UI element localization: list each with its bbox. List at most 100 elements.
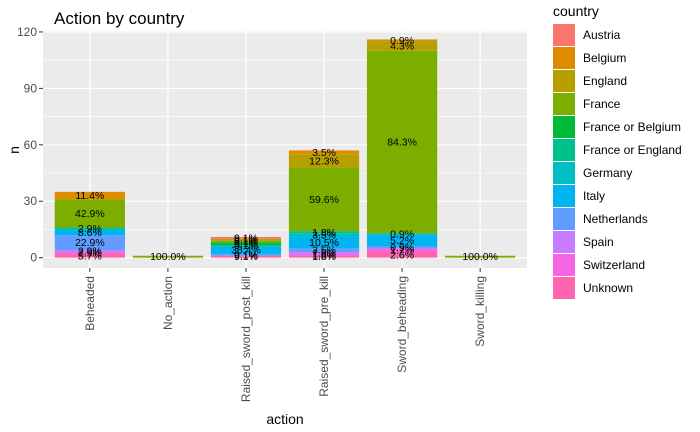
percent-label: 9.1% (234, 234, 258, 246)
percent-label: 3.5% (312, 147, 336, 159)
legend-swatch (553, 139, 575, 161)
percent-label: 0.9% (390, 35, 414, 47)
legend-label: Switzerland (583, 258, 645, 272)
bar-segment (366, 233, 438, 236)
legend-label: Italy (583, 189, 605, 203)
bar-segment (288, 233, 360, 237)
legend-label: England (583, 74, 627, 88)
percent-label: 9.1% (234, 238, 258, 250)
legend-label: Belgium (583, 51, 626, 65)
x-axis-title: action (266, 411, 303, 427)
bar-segment (54, 250, 125, 253)
legend-swatch (553, 70, 575, 92)
bar-segment (366, 248, 438, 253)
legend: Austria Belgium England France France or Bel… (553, 24, 682, 299)
x-tick-label: Sword_killing (473, 276, 487, 347)
bar-segment (288, 150, 360, 155)
percent-label: 2.6% (390, 249, 414, 261)
bar-segment (366, 246, 438, 249)
legend-label: Germany (583, 166, 632, 180)
bar-segment (366, 235, 438, 247)
y-tick-label: 60 (24, 138, 38, 152)
percent-label: 84.3% (387, 136, 417, 148)
percent-label: 11.4% (75, 190, 104, 202)
percent-label: 100.0% (462, 251, 498, 263)
legend-swatch (553, 277, 575, 299)
percent-label: 12.3% (309, 155, 339, 167)
percent-label: 9.1% (234, 232, 258, 244)
percent-label: 1.7% (390, 245, 414, 257)
percent-label: 1.8% (312, 251, 336, 263)
y-tick-label: 90 (24, 81, 38, 95)
y-tick-label: 120 (17, 25, 37, 39)
bar-segment (288, 255, 360, 258)
bar-segment (288, 167, 360, 232)
x-tick-label: Raised_sword_post_kill (239, 276, 253, 402)
legend-swatch (553, 116, 575, 138)
legend-swatch (553, 24, 575, 46)
percent-label: 3.5% (312, 230, 336, 242)
percent-label: 1.8% (312, 247, 336, 259)
x-tick-label: Beheaded (83, 276, 97, 331)
chart-title: Action by country (54, 9, 185, 28)
bar-segment (288, 253, 360, 256)
legend-swatch (553, 231, 575, 253)
bar-segment (366, 39, 438, 42)
bar-segment (210, 246, 282, 254)
percent-label: 4.3% (390, 41, 414, 53)
y-tick-label: 0 (30, 251, 37, 265)
percent-label: 0.9% (390, 229, 414, 241)
percent-label: 0.9% (390, 242, 414, 254)
percent-label: 8.6% (78, 227, 102, 239)
legend-swatch (553, 185, 575, 207)
percent-label: 2.9% (78, 247, 102, 259)
bar-segment (366, 252, 438, 258)
bar-segment (54, 235, 125, 251)
legend-swatch (553, 254, 575, 276)
percent-label: 2.9% (78, 223, 102, 235)
percent-label: 9.1% (234, 251, 258, 263)
bar-segment (288, 154, 360, 168)
bar-segment (366, 41, 438, 51)
bars (54, 39, 516, 258)
bar-segment (210, 255, 282, 258)
percent-label: 9.1% (234, 240, 258, 252)
bar-segment (54, 191, 125, 200)
y-tick-label: 30 (24, 194, 38, 208)
percent-label: 5.7% (78, 250, 102, 262)
bar-segment (288, 252, 360, 254)
bar-segment (210, 244, 282, 247)
bar-segment (210, 238, 282, 241)
legend-swatch (553, 93, 575, 115)
legend-swatch (553, 47, 575, 69)
legend-label: Unknown (583, 281, 633, 295)
legend-label: France or Belgium (583, 120, 681, 134)
percent-label: 100.0% (150, 251, 186, 263)
bar-segment (132, 255, 204, 258)
x-tick-label: No_action (161, 276, 175, 330)
bar-segment (54, 253, 125, 258)
bar-segment (366, 50, 438, 234)
x-tick-label: Raised_sword_pre_kill (317, 276, 331, 397)
bar-segment (54, 227, 125, 230)
percent-label: 1.8% (312, 249, 336, 261)
percent-label: 59.6% (309, 194, 339, 206)
bar-segment (210, 240, 282, 243)
x-tick-label: Sword_beheading (395, 276, 409, 373)
bar-segment (210, 242, 282, 245)
bar-segment (210, 236, 282, 239)
bar-segment (288, 236, 360, 249)
bar-segment (54, 252, 125, 254)
bar-segment (445, 255, 516, 258)
percent-label: 9.1% (234, 249, 258, 261)
percent-label: 42.9% (75, 208, 105, 220)
percent-label: 9.1% (234, 236, 258, 248)
y-axis-title: n (6, 146, 22, 154)
legend-label: Netherlands (583, 212, 648, 226)
legend-swatch (553, 208, 575, 230)
legend-swatch (553, 162, 575, 184)
bar-segment (288, 231, 360, 234)
bar-segment (210, 253, 282, 256)
x-axis: Beheaded No_action Raised_sword_post_kill R… (83, 268, 487, 402)
